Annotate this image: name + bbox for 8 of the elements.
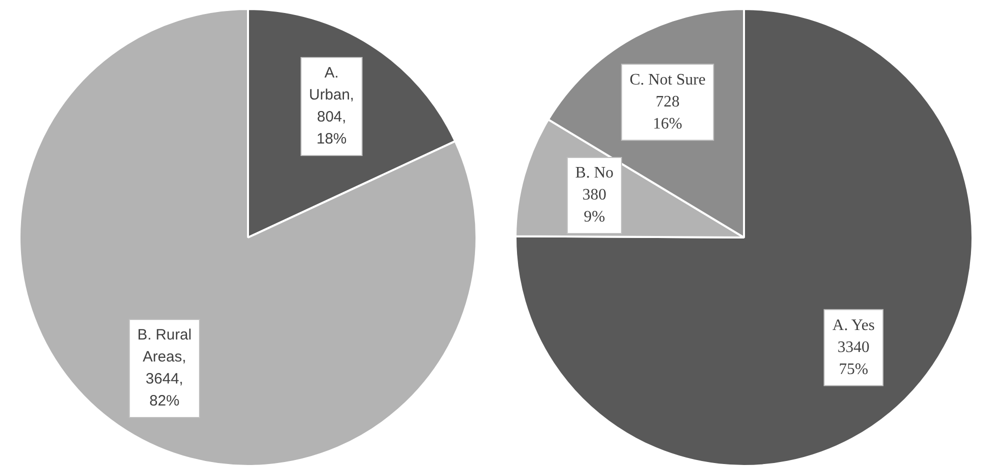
data-label: 380 9% (582, 186, 606, 226)
slice-label: A. Urban, 804, 18% (309, 64, 354, 148)
data-label: 3340 75% (838, 338, 870, 378)
data-label: 728 16% (652, 93, 682, 132)
slice-label: B. Rural Areas, 3644, 82% (137, 326, 192, 410)
slice-label: A. Yes (832, 316, 875, 334)
slice-label: B. No (575, 164, 614, 182)
slice-label: C. Not Sure (630, 71, 706, 88)
